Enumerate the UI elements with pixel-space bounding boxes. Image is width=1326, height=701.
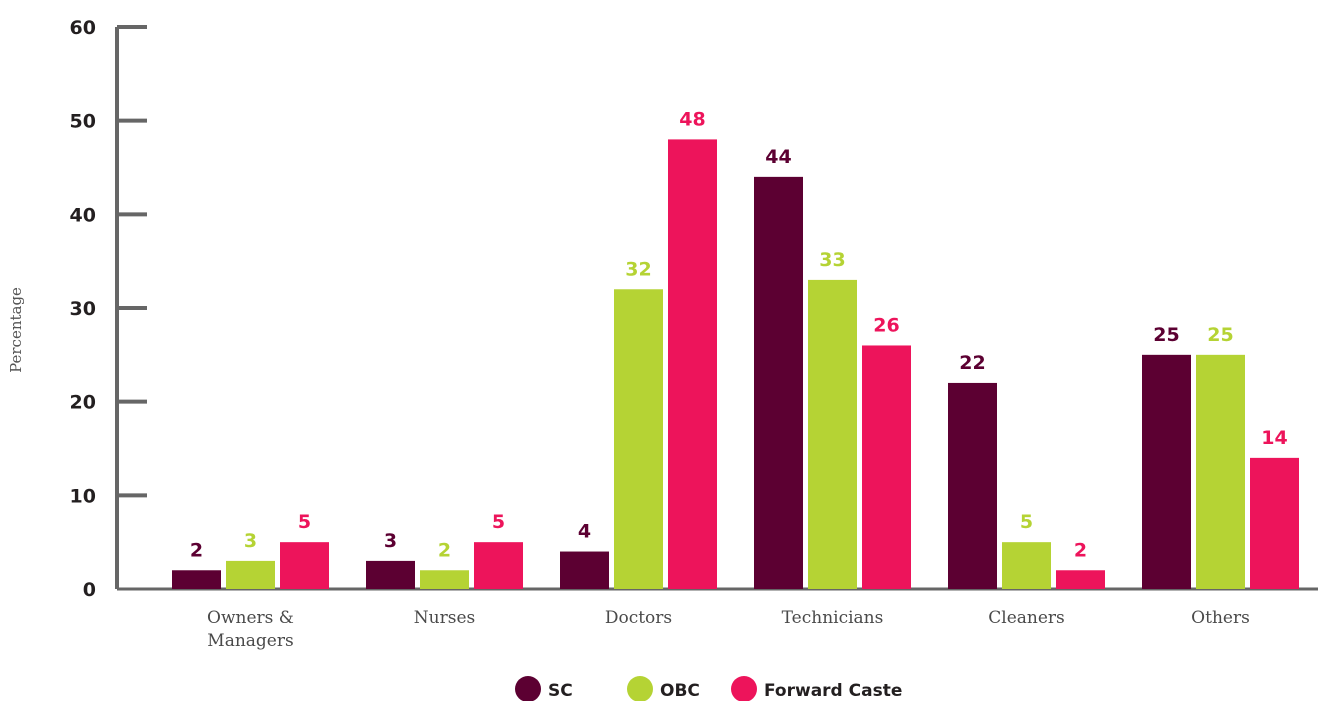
bar [754,176,803,589]
bar [614,289,663,589]
data-label: 22 [959,352,985,374]
data-label: 5 [1020,511,1033,533]
data-label: 2 [438,539,451,561]
bar [1056,570,1105,589]
x-tick-label: Nurses [414,608,475,628]
x-tick-label: Managers [207,631,293,651]
bar [1002,542,1051,589]
y-tick-label: 30 [70,298,96,320]
legend-marker [515,676,541,701]
y-tick-label: 0 [83,579,96,601]
data-label: 48 [679,108,705,130]
y-axis-title: Percentage [7,287,25,373]
legend-marker [627,676,653,701]
x-tick-label: Others [1191,608,1250,628]
data-label: 32 [625,258,651,280]
bars [172,139,1299,589]
data-label: 5 [298,511,311,533]
y-tick-label: 60 [70,17,96,39]
bar [1196,354,1245,589]
y-tick-label: 50 [70,111,96,133]
data-label: 2 [190,539,203,561]
data-label: 14 [1261,427,1287,449]
bar [280,542,329,589]
bar [366,560,415,589]
bar [1250,457,1299,589]
data-label: 33 [819,249,845,271]
x-tick-label: Technicians [782,608,884,628]
y-axis-ticks: 0 10 20 30 40 50 60 [70,17,147,601]
axes [115,27,1318,591]
x-tick-label: Doctors [605,608,672,628]
data-label: 5 [492,511,505,533]
data-label: 4 [578,521,591,543]
data-label: 26 [873,314,899,336]
y-tick-label: 10 [70,485,96,507]
data-label: 25 [1153,324,1179,346]
bar [1142,354,1191,589]
bar [668,139,717,589]
bar [172,570,221,589]
bar [474,542,523,589]
y-tick-label: 40 [70,204,96,226]
legend-marker [731,676,757,701]
data-label: 44 [765,146,791,168]
y-tick-label: 20 [70,392,96,414]
data-label: 2 [1074,539,1087,561]
legend-label: OBC [660,681,700,701]
legend: SC OBC Forward Caste [515,676,902,701]
legend-label: Forward Caste [764,681,902,701]
legend-label: SC [548,681,573,701]
x-axis-labels: Owners & Managers Nurses Doctors Technicians… [207,608,1250,651]
x-tick-label: Owners & [207,608,294,628]
bar [808,279,857,589]
bar [226,560,275,589]
data-label: 3 [384,530,397,552]
bar [948,382,997,589]
x-tick-label: Cleaners [988,608,1065,628]
data-label: 3 [244,530,257,552]
bar [420,570,469,589]
data-label: 25 [1207,324,1233,346]
bar [862,345,911,589]
bar [560,551,609,589]
